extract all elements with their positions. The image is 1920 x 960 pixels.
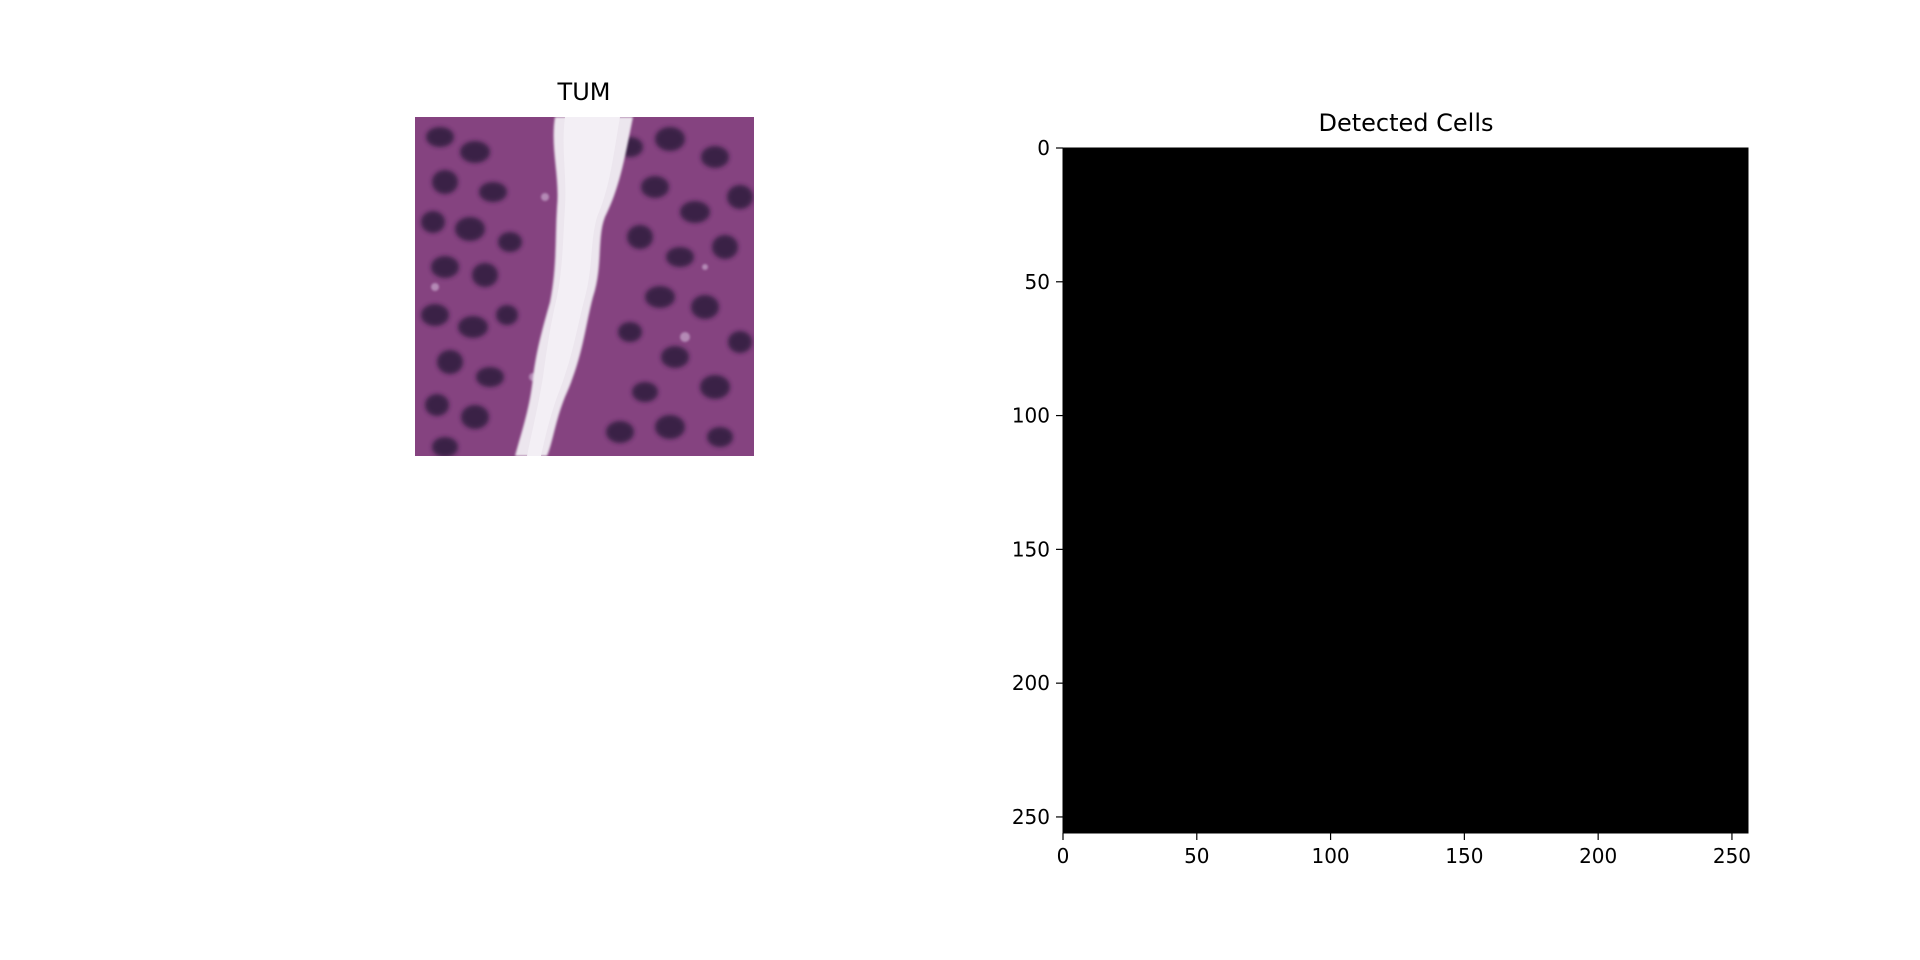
axes-frame xyxy=(1062,147,1749,834)
y-tick-label: 150 xyxy=(1012,537,1050,561)
x-tick-label: 150 xyxy=(1445,844,1483,868)
y-tick-label: 50 xyxy=(1025,270,1050,294)
x-tick-label: 0 xyxy=(1057,844,1070,868)
x-tick-label: 250 xyxy=(1713,844,1751,868)
detected-cells-image xyxy=(1063,148,1748,833)
tum-title: TUM xyxy=(557,78,611,106)
x-tick-label: 200 xyxy=(1579,844,1617,868)
x-tick-label: 50 xyxy=(1184,844,1209,868)
x-tick-label: 100 xyxy=(1311,844,1349,868)
tissue-image xyxy=(415,117,754,456)
y-tick-label: 200 xyxy=(1012,671,1050,695)
y-tick-label: 100 xyxy=(1012,404,1050,428)
y-tick-label: 250 xyxy=(1012,805,1050,829)
detected-cells-title: Detected Cells xyxy=(1318,109,1494,137)
y-tick-label: 0 xyxy=(1037,136,1050,160)
tissue-image-graphic xyxy=(415,117,754,456)
